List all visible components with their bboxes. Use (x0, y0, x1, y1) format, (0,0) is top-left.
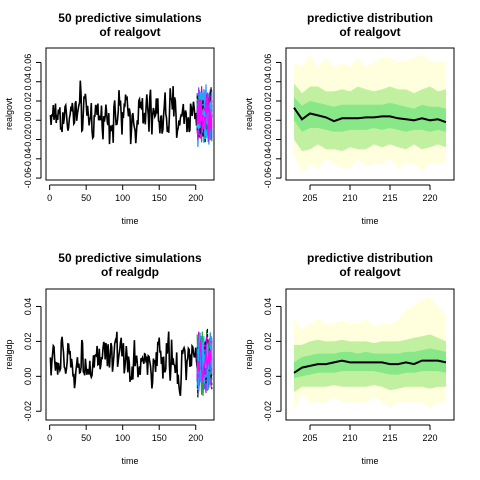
x-axis-label: time (121, 216, 138, 226)
y-tick-label: -0.02 (263, 129, 273, 150)
x-tick-label: 200 (188, 193, 203, 203)
x-tick-label: 210 (342, 193, 357, 203)
simulation-line (196, 341, 213, 382)
x-tick-label: 50 (81, 433, 91, 443)
chart-title: predictive distribution (307, 251, 433, 265)
simulation-line (196, 99, 213, 143)
y-axis-label: realgdp (244, 339, 254, 369)
y-tick-label: 0.00 (263, 111, 273, 129)
y-tick-label: -0.04 (263, 149, 273, 170)
x-tick-label: 150 (152, 193, 167, 203)
x-tick-label: 0 (47, 193, 52, 203)
x-tick-label: 205 (302, 193, 317, 203)
median-line (293, 359, 447, 374)
x-tick-label: 150 (152, 433, 167, 443)
y-tick-label: 0.04 (23, 73, 33, 91)
x-tick-label: 215 (382, 193, 397, 203)
x-tick-label: 205 (302, 433, 317, 443)
x-tick-label: 0 (47, 433, 52, 443)
plot-frame (285, 47, 455, 181)
interval-band (294, 97, 446, 132)
y-tick-label: -0.02 (23, 129, 33, 150)
y-axis-label: realgovt (4, 97, 14, 130)
y-tick-label: -0.04 (23, 149, 33, 170)
chart-title: 50 predictive simulations (58, 251, 202, 265)
x-axis-label: time (361, 456, 378, 466)
plot-frame (285, 288, 455, 421)
y-tick-label: 0.04 (263, 73, 273, 91)
y-tick-label: -0.06 (263, 168, 273, 189)
chart-title: of realgovt (339, 25, 400, 39)
chart-title: predictive distribution (307, 11, 433, 25)
chart-title: of realgdp (101, 265, 159, 279)
y-tick-label: 0.00 (263, 368, 273, 386)
chart-title: of realgovt (339, 265, 400, 279)
observed-series-line (49, 80, 198, 145)
y-tick-label: 0.04 (23, 298, 33, 316)
simulation-line (196, 92, 213, 139)
y-tick-label: -0.02 (23, 401, 33, 422)
y-tick-label: -0.06 (23, 168, 33, 189)
x-tick-label: 220 (422, 433, 437, 443)
observed-series-line (49, 331, 198, 396)
y-tick-label: 0.06 (263, 54, 273, 72)
y-tick-label: 0.02 (23, 92, 33, 110)
x-tick-label: 50 (81, 193, 91, 203)
x-tick-label: 215 (382, 433, 397, 443)
x-tick-label: 210 (342, 433, 357, 443)
plot-frame (45, 288, 215, 421)
y-tick-label: 0.02 (263, 333, 273, 351)
x-tick-label: 220 (422, 193, 437, 203)
y-tick-label: 0.02 (263, 92, 273, 110)
y-tick-label: 0.00 (23, 368, 33, 386)
x-tick-label: 100 (115, 433, 130, 443)
y-tick-label: 0.02 (23, 333, 33, 351)
median-line (293, 107, 447, 124)
x-axis-label: time (121, 456, 138, 466)
y-tick-label: 0.00 (23, 111, 33, 129)
chart-title: 50 predictive simulations (58, 11, 202, 25)
chart-title: of realgovt (99, 25, 160, 39)
y-axis-label: realgovt (244, 97, 254, 130)
y-tick-label: 0.06 (23, 54, 33, 72)
y-axis-label: realgdp (4, 339, 14, 369)
x-tick-label: 200 (188, 433, 203, 443)
plot-frame (45, 47, 215, 181)
x-tick-label: 100 (115, 193, 130, 203)
x-axis-label: time (361, 216, 378, 226)
y-tick-label: 0.04 (263, 298, 273, 316)
y-tick-label: -0.02 (263, 401, 273, 422)
